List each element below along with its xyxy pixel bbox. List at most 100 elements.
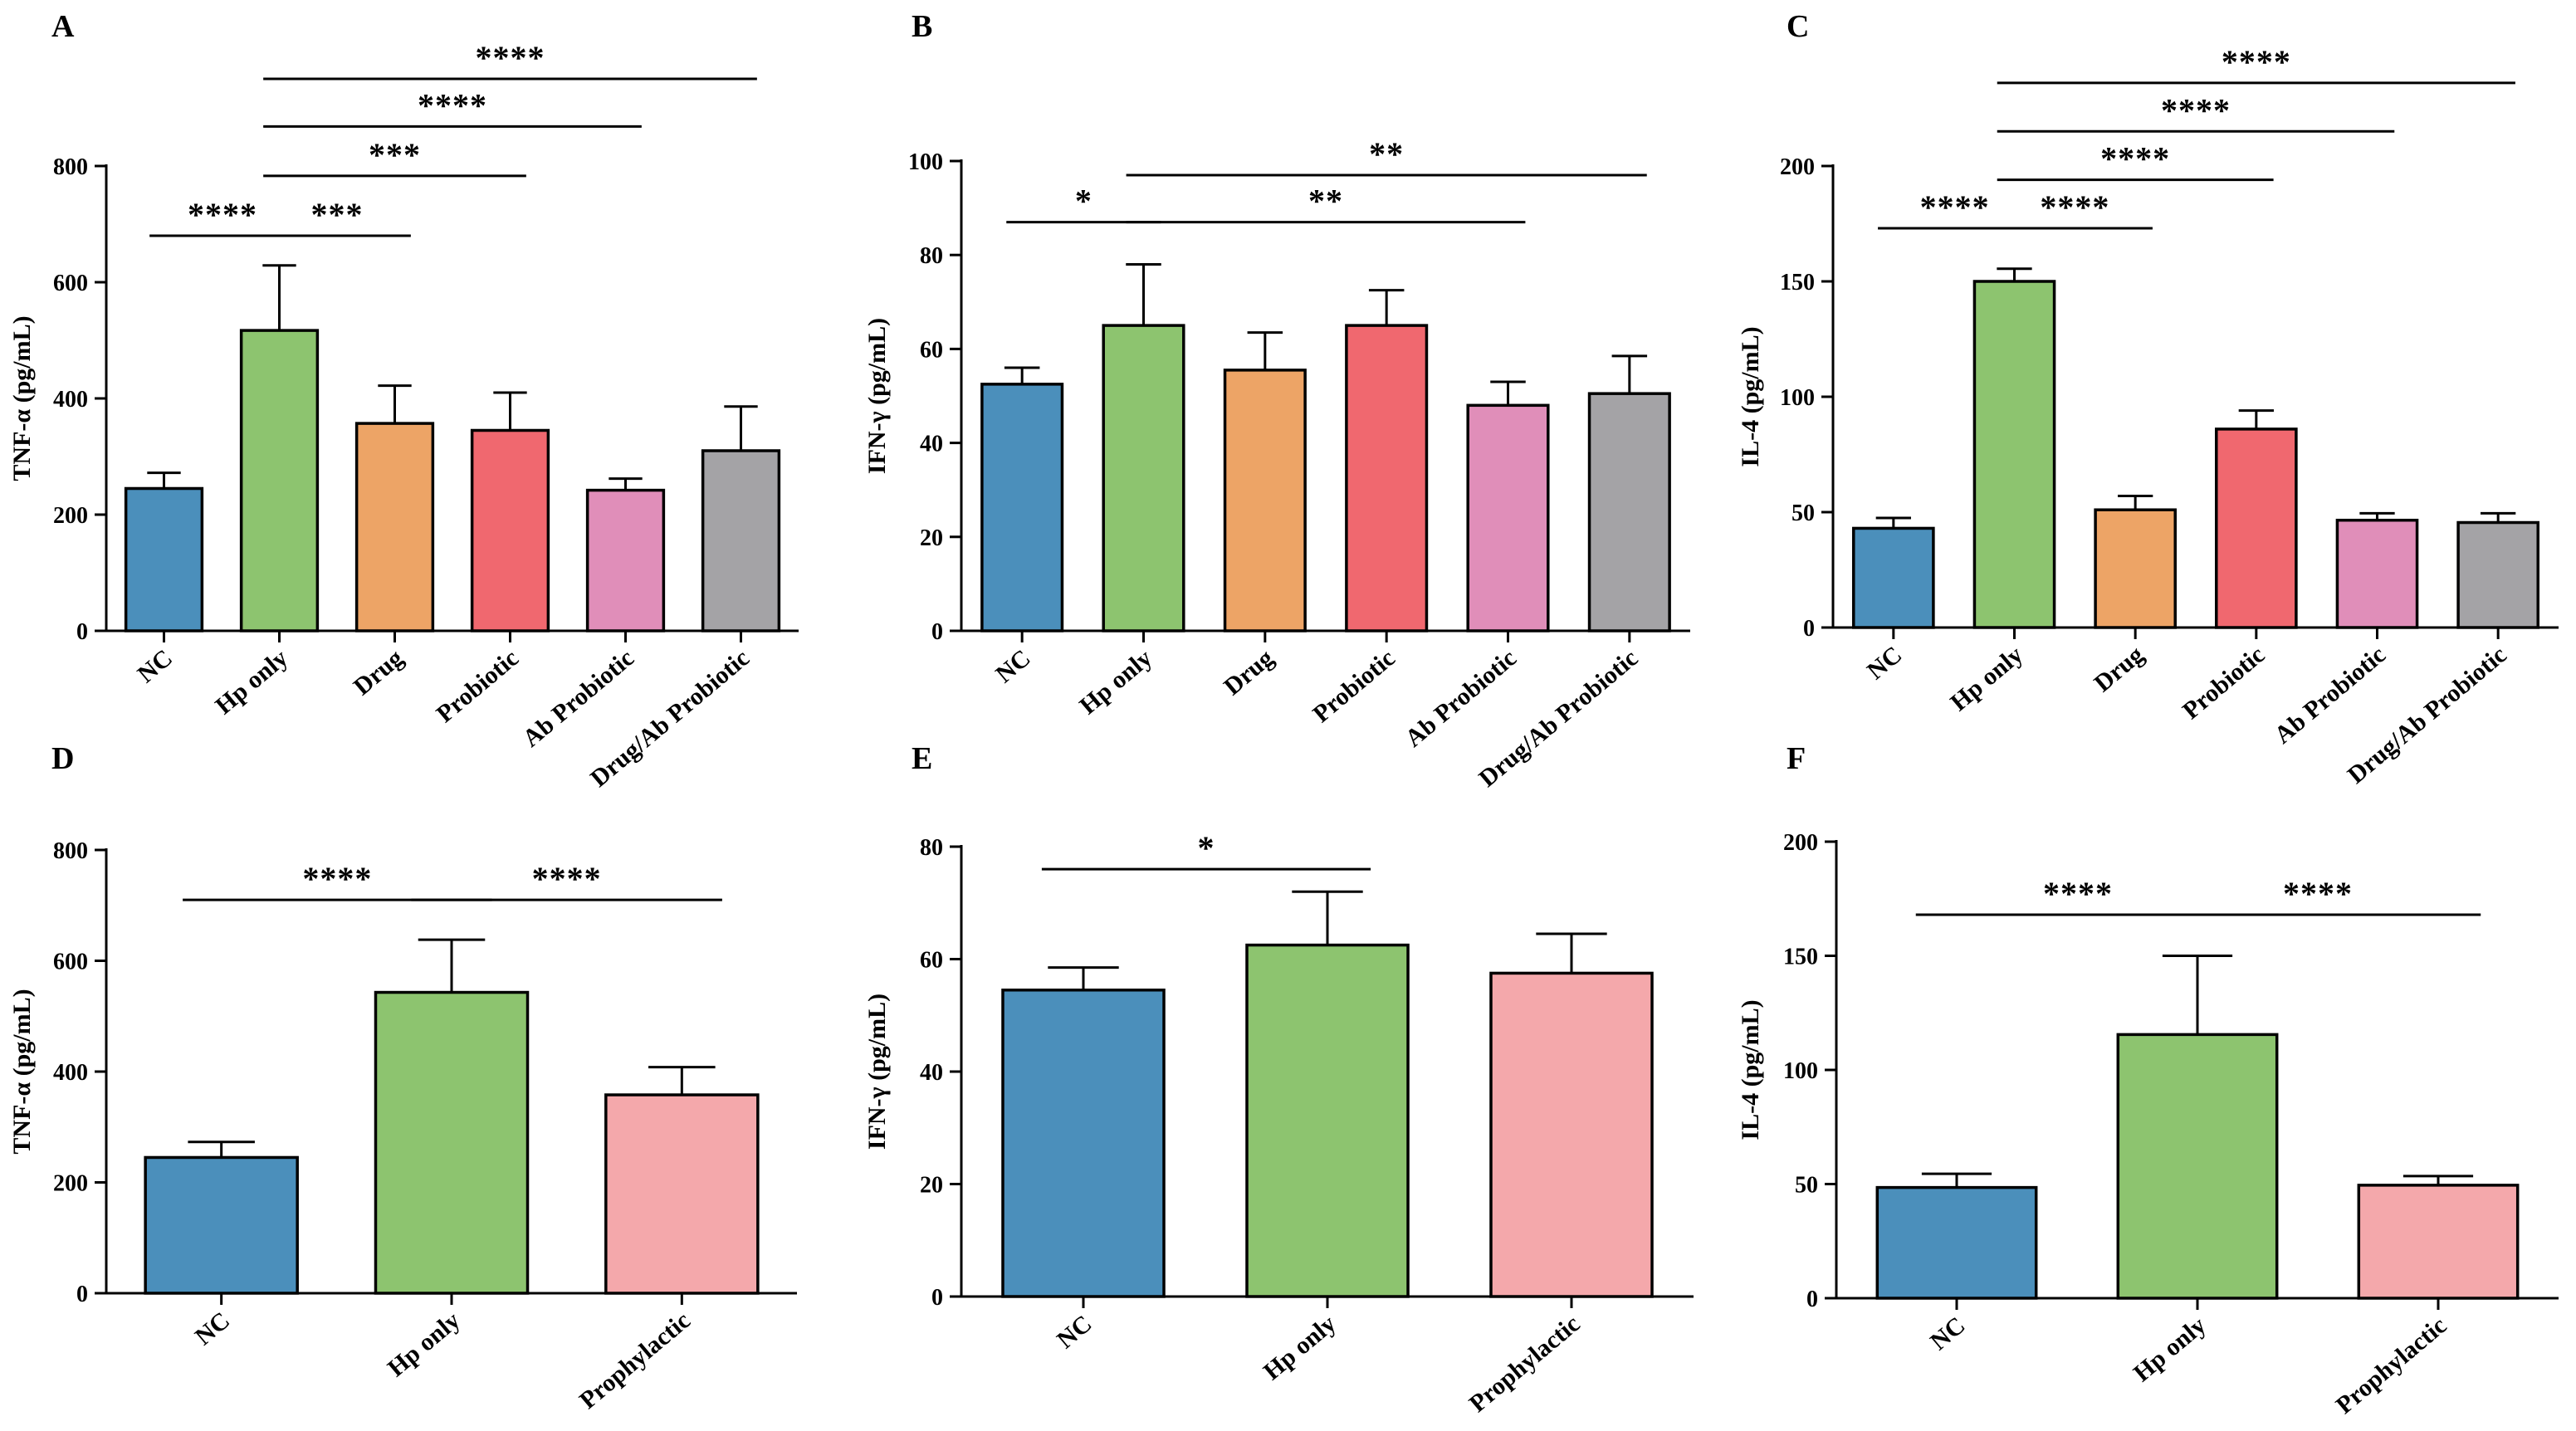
bar-hp-only — [1972, 280, 2056, 629]
y-tick-label: 20 — [920, 1173, 943, 1199]
bar-nc — [144, 1155, 299, 1295]
bar-drug — [1223, 369, 1307, 632]
bar-drug-ab-probiotic — [2456, 520, 2539, 629]
y-tick-label: 40 — [920, 432, 943, 457]
category-label: Ab Probiotic — [1400, 644, 1522, 752]
significance-label: **** — [532, 860, 602, 897]
significance-label: **** — [2283, 875, 2353, 912]
significance-label: ** — [1308, 183, 1343, 220]
category-label: NC — [190, 1306, 235, 1350]
bar-hp-only — [1102, 324, 1185, 632]
y-tick-label: 0 — [76, 619, 88, 645]
significance-label: **** — [418, 86, 487, 124]
bar-drug — [2094, 508, 2177, 629]
significance-label: *** — [369, 136, 421, 173]
category-label: Hp only — [1074, 644, 1157, 720]
bar-nc — [1875, 1185, 2038, 1300]
category-label: NC — [1925, 1311, 1970, 1355]
y-tick-label: 50 — [1795, 1173, 1818, 1199]
bar-hp-only — [2116, 1033, 2279, 1300]
category-label: NC — [133, 644, 178, 688]
y-tick-label: 150 — [1783, 945, 1818, 970]
y-tick-label: 200 — [1780, 154, 1815, 180]
panel-letter: F — [1787, 741, 1806, 776]
panel-b: B 0 20 40 60 80 100 IFN-γ (pg/mL) NC Hp only Drug P… — [863, 9, 1690, 793]
panel-e: E 0 20 40 60 80 IFN-γ (pg/mL) NC Hp only Prophyla… — [863, 741, 1694, 1418]
category-label: NC — [1862, 641, 1907, 685]
y-tick-label: 600 — [53, 271, 88, 296]
category-label: Probiotic — [1308, 644, 1400, 728]
bar-drug-ab-probiotic — [1587, 392, 1671, 632]
y-tick-label: 100 — [908, 149, 943, 175]
y-tick-label: 0 — [1803, 616, 1815, 642]
category-label: Drug — [349, 644, 408, 701]
category-label: Probiotic — [432, 644, 524, 728]
y-tick-label: 50 — [1791, 501, 1815, 526]
panel-a: A 0 200 400 600 800 TNF-α (pg/mL) NC Hp only Drug… — [8, 9, 799, 793]
y-axis-title: IFN-γ (pg/mL) — [863, 994, 891, 1150]
significance-label: **** — [2043, 875, 2113, 912]
significance-label: ** — [1369, 135, 1404, 173]
bar-nc — [1852, 526, 1935, 629]
y-tick-label: 40 — [920, 1060, 943, 1086]
significance-label: **** — [2161, 91, 2231, 129]
category-label: NC — [990, 644, 1035, 688]
panel-letter: A — [51, 9, 75, 44]
category-label: Prophylactic — [574, 1306, 696, 1414]
y-tick-label: 200 — [53, 1171, 88, 1197]
category-label: Prophylactic — [1464, 1310, 1586, 1418]
bar-ab-probiotic — [1466, 403, 1550, 632]
y-axis-title: IFN-γ (pg/mL) — [863, 318, 891, 474]
bar-nc — [1001, 989, 1166, 1298]
panel-letter: D — [51, 741, 74, 776]
significance-label: * — [1075, 183, 1092, 220]
y-tick-label: 0 — [1806, 1287, 1818, 1312]
bar-prophylactic — [1489, 971, 1654, 1298]
category-label: Drug — [2089, 641, 2148, 697]
category-label: Ab Probiotic — [517, 644, 639, 752]
significance-label: **** — [2222, 43, 2291, 81]
panel-letter: E — [912, 741, 932, 776]
y-tick-label: 100 — [1780, 385, 1815, 411]
bar-hp-only — [239, 329, 320, 632]
bar-probiotic — [2215, 427, 2298, 629]
y-tick-label: 80 — [920, 243, 943, 269]
bar-prophylactic — [604, 1093, 760, 1295]
category-label: Probiotic — [2178, 641, 2270, 725]
y-tick-label: 600 — [53, 950, 88, 975]
panel-c: C 0 50 100 150 200 IL-4 (pg/mL) NC Hp only Drug Pr… — [1737, 9, 2559, 789]
category-label: Hp only — [383, 1306, 466, 1382]
bar-hp-only — [374, 990, 530, 1295]
bar-ab-probiotic — [2335, 518, 2419, 629]
category-label: Hp only — [2129, 1311, 2212, 1387]
significance-label: **** — [2100, 140, 2170, 178]
category-label: Prophylactic — [2331, 1311, 2452, 1419]
category-label: Hp only — [1945, 641, 2028, 716]
panel-f: F 0 50 100 150 200 IL-4 (pg/mL) NC Hp only Prophy… — [1737, 741, 2559, 1419]
y-tick-label: 0 — [931, 1285, 943, 1311]
bar-drug — [354, 422, 435, 632]
y-axis-title: IL-4 (pg/mL) — [1737, 999, 1764, 1140]
significance-label: **** — [476, 39, 545, 76]
y-tick-label: 60 — [920, 948, 943, 974]
category-label: NC — [1052, 1310, 1097, 1354]
y-tick-label: 60 — [920, 337, 943, 363]
category-label: Hp only — [210, 644, 293, 720]
y-tick-label: 200 — [1783, 830, 1818, 856]
significance-label: **** — [188, 196, 257, 233]
y-tick-label: 20 — [920, 525, 943, 551]
bar-probiotic — [470, 428, 550, 632]
y-axis-title: TNF-α (pg/mL) — [8, 989, 36, 1154]
category-label: Drug — [1219, 644, 1278, 701]
category-label: Ab Probiotic — [2269, 641, 2391, 749]
bar-ab-probiotic — [585, 488, 666, 632]
y-tick-label: 100 — [1783, 1058, 1818, 1084]
y-tick-label: 400 — [53, 1060, 88, 1086]
bar-nc — [124, 486, 204, 632]
panel-letter: C — [1787, 9, 1809, 44]
y-tick-label: 0 — [931, 619, 943, 645]
significance-label: **** — [1920, 188, 1990, 226]
y-tick-label: 200 — [53, 503, 88, 529]
bar-probiotic — [1345, 324, 1429, 632]
